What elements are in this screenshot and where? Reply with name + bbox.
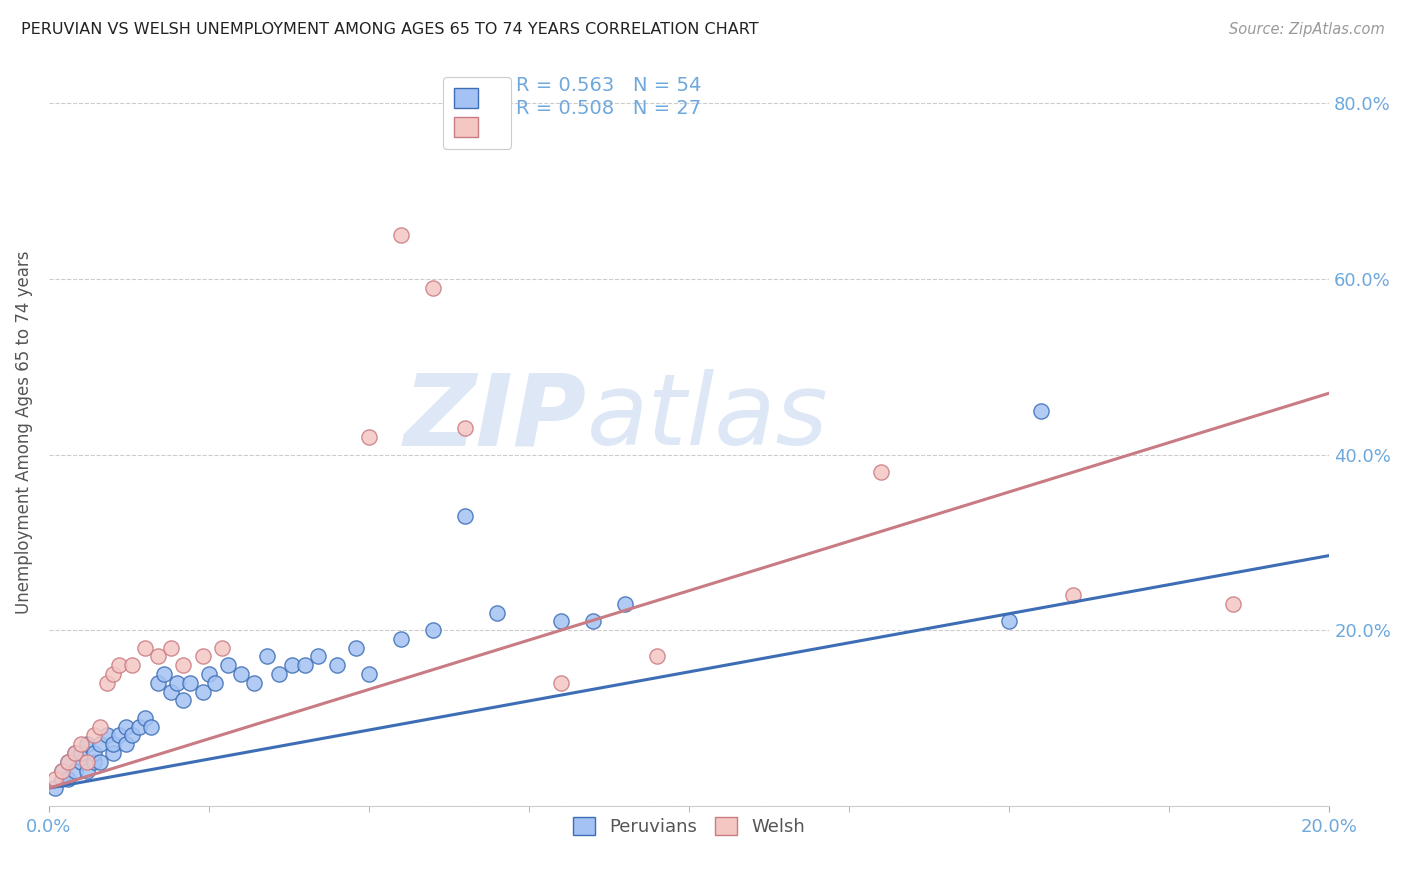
Point	[101, 737, 124, 751]
Point	[454, 509, 477, 524]
Point	[51, 764, 73, 778]
Point	[1062, 588, 1084, 602]
Point	[83, 755, 105, 769]
Text: PERUVIAN VS WELSH UNEMPLOYMENT AMONG AGES 65 TO 74 YEARS CORRELATION CHART: PERUVIAN VS WELSH UNEMPLOYMENT AMONG AGE…	[21, 22, 759, 37]
Point	[114, 720, 136, 734]
Point	[83, 729, 105, 743]
Point	[454, 421, 477, 435]
Point	[63, 764, 86, 778]
Point	[172, 658, 194, 673]
Point	[269, 667, 291, 681]
Point	[307, 649, 329, 664]
Point	[63, 746, 86, 760]
Point	[326, 658, 349, 673]
Point	[204, 675, 226, 690]
Legend: Peruvians, Welsh: Peruvians, Welsh	[564, 808, 814, 846]
Point	[128, 720, 150, 734]
Point	[172, 693, 194, 707]
Point	[357, 430, 380, 444]
Point	[357, 667, 380, 681]
Point	[96, 729, 118, 743]
Point	[121, 729, 143, 743]
Point	[96, 675, 118, 690]
Point	[70, 737, 93, 751]
Point	[422, 623, 444, 637]
Point	[108, 658, 131, 673]
Text: atlas: atlas	[586, 369, 828, 467]
Point	[486, 606, 509, 620]
Point	[191, 649, 214, 664]
Point	[114, 737, 136, 751]
Point	[44, 781, 66, 796]
Point	[198, 667, 221, 681]
Point	[614, 597, 637, 611]
Point	[217, 658, 239, 673]
Point	[211, 640, 233, 655]
Point	[1222, 597, 1244, 611]
Point	[1031, 403, 1053, 417]
Point	[121, 658, 143, 673]
Point	[550, 615, 572, 629]
Point	[159, 640, 181, 655]
Point	[146, 649, 169, 664]
Point	[645, 649, 668, 664]
Point	[63, 746, 86, 760]
Point	[70, 746, 93, 760]
Point	[166, 675, 188, 690]
Point	[56, 755, 79, 769]
Point	[141, 720, 163, 734]
Text: ZIP: ZIP	[404, 369, 586, 467]
Point	[179, 675, 201, 690]
Point	[89, 720, 111, 734]
Point	[134, 711, 156, 725]
Point	[294, 658, 316, 673]
Point	[422, 281, 444, 295]
Point	[101, 746, 124, 760]
Point	[89, 755, 111, 769]
Point	[243, 675, 266, 690]
Point	[159, 684, 181, 698]
Text: R = 0.508   N = 27: R = 0.508 N = 27	[516, 99, 702, 118]
Point	[134, 640, 156, 655]
Point	[101, 667, 124, 681]
Point	[550, 675, 572, 690]
Y-axis label: Unemployment Among Ages 65 to 74 years: Unemployment Among Ages 65 to 74 years	[15, 251, 32, 615]
Point	[51, 764, 73, 778]
Point	[56, 755, 79, 769]
Point	[51, 772, 73, 787]
Point	[389, 228, 412, 243]
Point	[108, 729, 131, 743]
Point	[76, 764, 98, 778]
Point	[389, 632, 412, 646]
Point	[870, 465, 893, 479]
Point	[191, 684, 214, 698]
Point	[256, 649, 278, 664]
Point	[70, 755, 93, 769]
Point	[44, 772, 66, 787]
Point	[229, 667, 252, 681]
Point	[281, 658, 304, 673]
Point	[153, 667, 176, 681]
Point	[83, 746, 105, 760]
Point	[146, 675, 169, 690]
Point	[76, 755, 98, 769]
Point	[582, 615, 605, 629]
Point	[56, 772, 79, 787]
Point	[344, 640, 367, 655]
Point	[998, 615, 1021, 629]
Point	[89, 737, 111, 751]
Point	[76, 737, 98, 751]
Text: R = 0.563   N = 54: R = 0.563 N = 54	[516, 76, 702, 95]
Text: Source: ZipAtlas.com: Source: ZipAtlas.com	[1229, 22, 1385, 37]
